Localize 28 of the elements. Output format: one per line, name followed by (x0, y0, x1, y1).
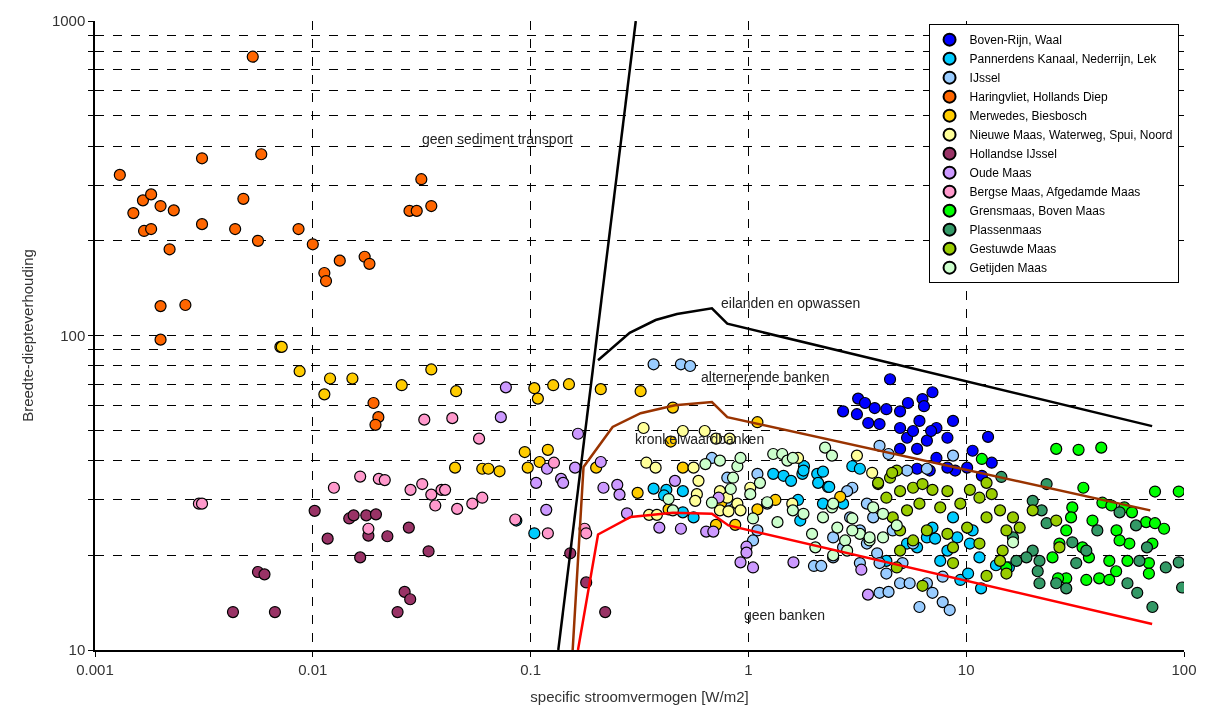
x-tick-label: 1 (744, 660, 753, 678)
y-tick-label: 1000 (51, 12, 86, 30)
annotation: geen banken (744, 607, 825, 623)
legend-label: Haringvliet, Hollands Diep (969, 90, 1108, 105)
x-tick-label: 100 (1171, 660, 1197, 678)
y-tick-label: 100 (60, 326, 86, 344)
annotation: alternerende banken (701, 369, 830, 385)
x-axis-title: specific stroomvermogen [W/m2] (530, 688, 749, 706)
legend-label: Plassenmaas (969, 223, 1042, 238)
legend-label: Nieuwe Maas, Waterweg, Spui, Noord (969, 128, 1173, 143)
legend-label: Getijden Maas (969, 261, 1047, 276)
legend-label: Boven-Rijn, Waal (969, 33, 1062, 48)
legend-label: IJssel (969, 71, 1001, 86)
annotation: eilanden en opwassen (721, 295, 861, 311)
legend-label: Hollandse IJssel (969, 147, 1057, 162)
x-tick-label: 0.001 (76, 660, 114, 678)
annotation: geen sediment transport (422, 131, 574, 147)
legend-label: Oude Maas (969, 166, 1032, 181)
x-tick-label: 0.1 (520, 660, 542, 678)
legend-label: Gestuwde Maas (969, 242, 1057, 257)
legend-label: Pannerdens Kanaal, Nederrijn, Lek (969, 52, 1158, 67)
y-axis-title: Breedte-diepteverhouding (18, 249, 36, 422)
legend-label: Bergse Maas, Afgedamde Maas (969, 185, 1141, 200)
y-tick-label: 10 (68, 641, 86, 659)
legend-label: Merwedes, Biesbosch (969, 109, 1087, 124)
legend-label: Grensmaas, Boven Maas (969, 204, 1105, 219)
x-tick-label: 10 (957, 660, 975, 678)
x-tick-label: 0.01 (298, 660, 328, 678)
